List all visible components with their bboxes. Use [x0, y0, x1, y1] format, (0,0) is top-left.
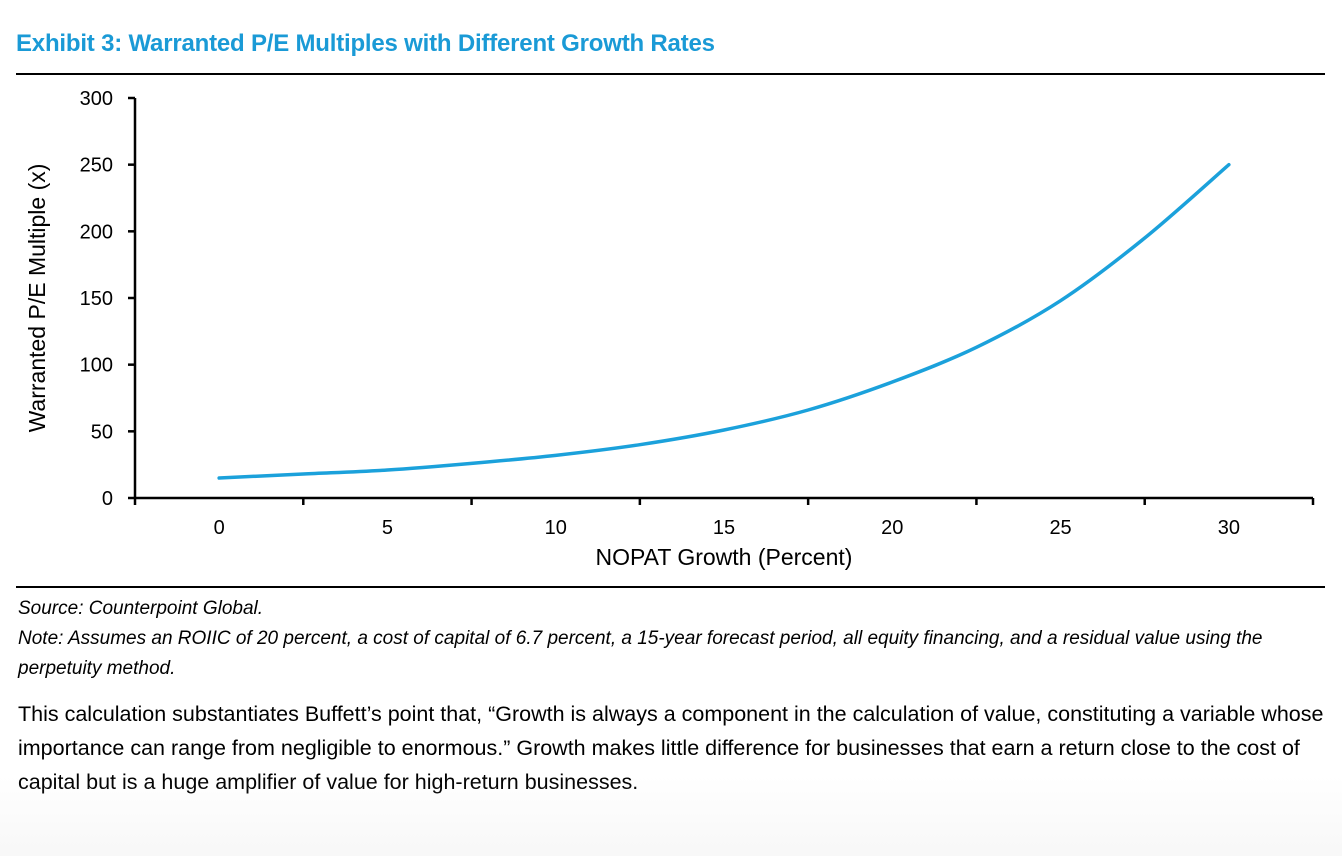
x-tick-label: 15 [713, 517, 735, 539]
y-axis: 0 50 100 150 200 250 300 [80, 88, 137, 510]
y-tick-label: 300 [80, 88, 113, 110]
y-tick-label: 150 [80, 288, 113, 310]
y-tick-label: 100 [80, 355, 113, 377]
body-paragraph: This calculation substantiates Buffett’s… [18, 702, 1324, 794]
source-line: Source: Counterpoint Global. [18, 598, 264, 619]
y-tick-label: 50 [91, 421, 113, 443]
x-tick-label: 5 [382, 517, 393, 539]
x-tick-label: 20 [881, 517, 903, 539]
x-tick-label: 10 [545, 517, 567, 539]
y-tick-label: 250 [80, 155, 113, 177]
exhibit-title: Exhibit 3: Warranted P/E Multiples with … [16, 30, 715, 57]
note-line: Note: Assumes an ROIIC of 20 percent, a … [18, 628, 1263, 679]
y-axis-label: Warranted P/E Multiple (x) [24, 164, 50, 433]
series-line [217, 162, 1231, 480]
source-note-block: Source: Counterpoint Global. Note: Assum… [18, 594, 1328, 684]
x-tick-label: 0 [214, 517, 225, 539]
x-tick-label: 30 [1218, 517, 1240, 539]
chart-bottom-divider [16, 586, 1325, 588]
x-axis: 0 5 10 15 20 25 30 [133, 496, 1315, 539]
growth-pe-line-chart: 0 50 100 150 200 250 300 0 5 10 15 20 25 30 NOPAT Gr… [24, 88, 1315, 570]
x-tick-label: 25 [1049, 517, 1071, 539]
x-axis-label: NOPAT Growth (Percent) [596, 544, 853, 570]
title-divider [16, 73, 1325, 75]
y-tick-label: 0 [102, 488, 113, 510]
series-group [217, 162, 1231, 480]
y-tick-label: 200 [80, 221, 113, 243]
